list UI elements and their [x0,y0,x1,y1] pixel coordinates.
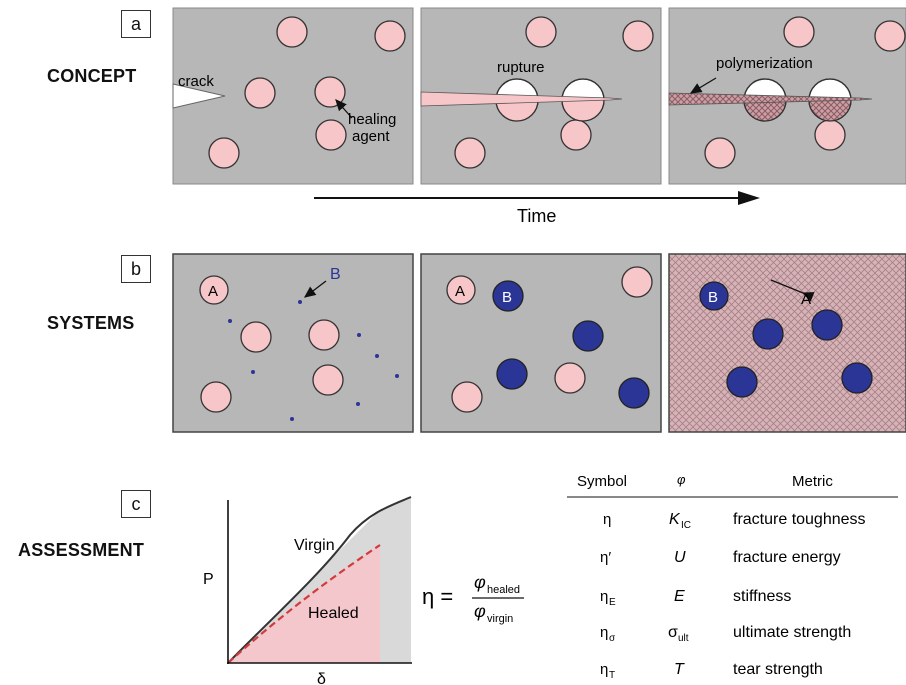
panel-a-title: CONCEPT [47,66,137,86]
row-phi: σ [668,624,678,641]
equation-num-phi: φ [474,572,486,592]
row-metric: tear strength [733,661,823,678]
row-phi-sub: ult [678,633,689,644]
row-phi-sub: IC [681,520,691,531]
panel-c-title: ASSESSMENT [18,540,145,560]
healed-label: Healed [308,605,359,622]
row-metric: stiffness [733,588,791,605]
systems-panel-2 [420,253,662,433]
time-label: Time [517,206,556,226]
table-row: η′ U fracture energy [600,549,841,566]
system-label-B-2: B [502,289,512,306]
equation-den-phi: φ [474,601,486,621]
row-phi: T [674,661,685,678]
table-row: η E E stiffness [600,588,791,608]
graph-y-label: P [203,571,214,588]
system-label-B-3: B [708,289,718,306]
row-symbol: η [600,624,608,641]
metrics-table: Symbol φ Metric η K IC fracture toughnes… [567,472,898,681]
label-rupture: rupture [497,59,545,76]
table-header-phi: φ [677,472,686,487]
concept-panel-3 [668,7,906,185]
row-symbol: η′ [600,549,611,566]
load-displacement-graph [227,496,412,664]
virgin-label: Virgin [294,537,335,554]
system-label-B-1: B [330,266,341,283]
panel-b-letter: b [121,255,151,283]
table-header-symbol: Symbol [577,473,627,490]
panel-c-letter: c [121,490,151,518]
concept-panel-2 [420,7,662,185]
row-symbol: η [600,588,608,605]
row-metric: ultimate strength [733,624,851,641]
row-symbol-sub: T [609,670,615,681]
graph-x-label: δ [317,671,326,685]
system-label-A-3: A [801,291,811,308]
row-phi: K [669,511,681,528]
row-symbol-sub: E [609,597,616,608]
row-metric: fracture toughness [733,511,866,528]
row-symbol: η [603,511,611,528]
concept-panel-1 [172,7,414,185]
row-symbol-sub: σ [609,633,616,644]
row-symbol: η [600,661,608,678]
label-polymerization: polymerization [716,55,813,72]
row-phi: E [674,588,685,605]
table-header-metric: Metric [792,473,833,490]
system-label-A-1: A [208,283,218,300]
table-row: η K IC fracture toughness [603,511,866,531]
row-metric: fracture energy [733,549,841,566]
equation-den-sub: virgin [487,613,513,625]
system-label-A-2: A [455,283,465,300]
panel-b-title: SYSTEMS [47,313,135,333]
table-row: η T T tear strength [600,661,823,681]
efficiency-equation: η = φ healed φ virgin [422,572,524,625]
label-crack: crack [178,73,214,90]
equation-lhs: η = [422,584,453,609]
panel-a-letter: a [121,10,151,38]
systems-panel-3 [668,253,906,433]
time-arrow [314,191,760,205]
equation-num-sub: healed [487,584,520,596]
row-phi: U [674,549,686,566]
table-row: η σ σ ult ultimate strength [600,624,851,644]
label-agent: agent [352,128,390,145]
systems-panel-1 [172,253,414,433]
label-healing: healing [348,111,396,128]
